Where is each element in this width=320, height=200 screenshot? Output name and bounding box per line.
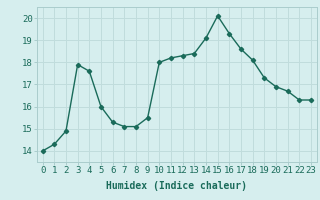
X-axis label: Humidex (Indice chaleur): Humidex (Indice chaleur) [106,181,247,191]
